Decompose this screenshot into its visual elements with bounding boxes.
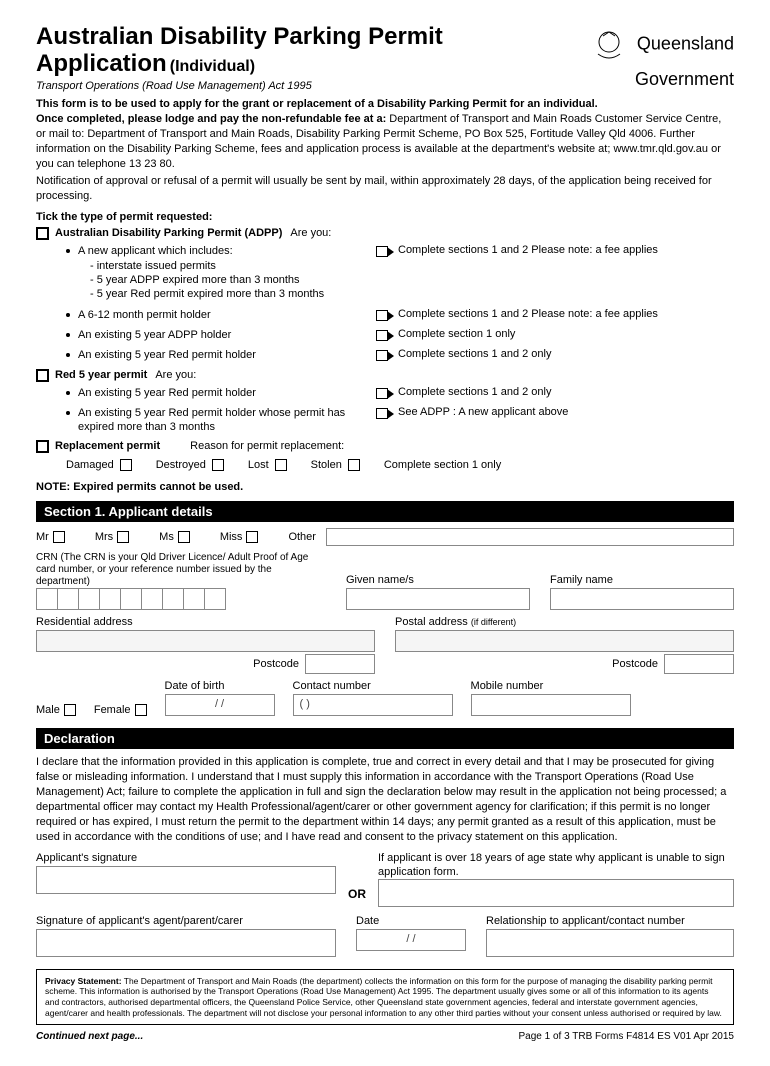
intro-bold: This form is to be used to apply for the… [36,98,734,110]
logo-text: Queensland Government [635,33,734,89]
stolen-checkbox[interactable] [348,459,360,471]
mr-checkbox[interactable] [53,531,65,543]
given-name-label: Given name/s [346,574,530,586]
title-selection: Mr Mrs Ms Miss Other [36,528,734,546]
intro-para2: Notification of approval or refusal of a… [36,174,734,204]
replacement-checkbox[interactable] [36,440,49,453]
arrow-icon [376,310,392,321]
destroyed-checkbox[interactable] [212,459,224,471]
page-number: Page 1 of 3 TRB Forms F4814 ES V01 Apr 2… [519,1031,735,1042]
red5-checkbox[interactable] [36,369,49,382]
coat-of-arms-icon [588,24,630,69]
postcode-label: Postcode [253,658,299,670]
continued-text: Continued next page... [36,1031,143,1042]
declaration-heading: Declaration [36,728,734,749]
replacement-label: Replacement permit [55,440,160,452]
agent-sig-label: Signature of applicant's agent/parent/ca… [36,915,336,927]
agent-sig-input[interactable] [36,929,336,957]
or-divider: OR [348,887,366,907]
app-sig-label: Applicant's signature [36,852,336,864]
lost-checkbox[interactable] [275,459,287,471]
replacement-permit-row: Replacement permit Reason for permit rep… [36,440,734,453]
res-postcode-input[interactable] [305,654,375,674]
red5-label: Red 5 year permitAre you: [55,369,196,381]
red5-permit-row: Red 5 year permitAre you: [36,369,734,382]
act-reference: Transport Operations (Road Use Managemen… [36,80,588,92]
family-name-input[interactable] [550,588,734,610]
main-title-line2: Application [36,50,167,77]
relationship-label: Relationship to applicant/contact number [486,915,734,927]
adpp-permit-row: Australian Disability Parking Permit (AD… [36,227,734,240]
arrow-icon [376,350,392,361]
date-label: Date [356,915,466,927]
privacy-statement: Privacy Statement: The Department of Tra… [36,969,734,1026]
mobile-label: Mobile number [471,680,631,692]
adpp-checkbox[interactable] [36,227,49,240]
arrow-icon [376,246,392,257]
page-footer: Continued next page... Page 1 of 3 TRB F… [36,1031,734,1042]
page-header: Australian Disability Parking Permit App… [36,24,734,92]
contact-label: Contact number [293,680,453,692]
declaration-text: I declare that the information provided … [36,755,734,844]
title-paren: (Individual) [170,58,255,75]
date-input[interactable]: / / [356,929,466,951]
contact-input[interactable]: ( ) [293,694,453,716]
qld-gov-logo: Queensland Government [588,24,734,90]
crn-input[interactable] [36,588,326,610]
mobile-input[interactable] [471,694,631,716]
note-expired: NOTE: Expired permits cannot be used. [36,481,734,493]
reason-label: Reason for permit replacement: [190,440,344,452]
family-name-label: Family name [550,574,734,586]
postal-addr-label: Postal address (if different) [395,616,734,628]
section1-heading: Section 1. Applicant details [36,501,734,522]
intro-para1: Once completed, please lodge and pay the… [36,112,734,171]
tick-heading: Tick the type of permit requested: [36,211,734,223]
adpp-label: Australian Disability Parking Permit (AD… [55,227,331,239]
miss-checkbox[interactable] [246,531,258,543]
unable-reason-input[interactable] [378,879,734,907]
female-checkbox[interactable] [135,704,147,716]
app-sig-input[interactable] [36,866,336,894]
relationship-input[interactable] [486,929,734,957]
res-addr-input[interactable] [36,630,375,652]
arrow-icon [376,388,392,399]
replacement-options: Damaged Destroyed Lost Stolen Complete s… [66,459,734,471]
red5-bullets: An existing 5 year Red permit holder Com… [66,386,734,435]
res-addr-label: Residential address [36,616,375,628]
main-title-line1: Australian Disability Parking Permit [36,24,588,50]
dob-input[interactable]: / / [165,694,275,716]
arrow-icon [376,408,392,419]
damaged-checkbox[interactable] [120,459,132,471]
arrow-icon [376,330,392,341]
postal-postcode-input[interactable] [664,654,734,674]
dob-label: Date of birth [165,680,275,692]
mrs-checkbox[interactable] [117,531,129,543]
given-name-input[interactable] [346,588,530,610]
over18-note: If applicant is over 18 years of age sta… [378,852,734,878]
male-checkbox[interactable] [64,704,76,716]
postcode-label2: Postcode [612,658,658,670]
ms-checkbox[interactable] [178,531,190,543]
postal-addr-input[interactable] [395,630,734,652]
other-title-input[interactable] [326,528,734,546]
title-block: Australian Disability Parking Permit App… [36,24,588,92]
adpp-bullets: A new applicant which includes: - inters… [66,244,734,362]
crn-help-text: CRN (The CRN is your Qld Driver Licence/… [36,552,326,588]
